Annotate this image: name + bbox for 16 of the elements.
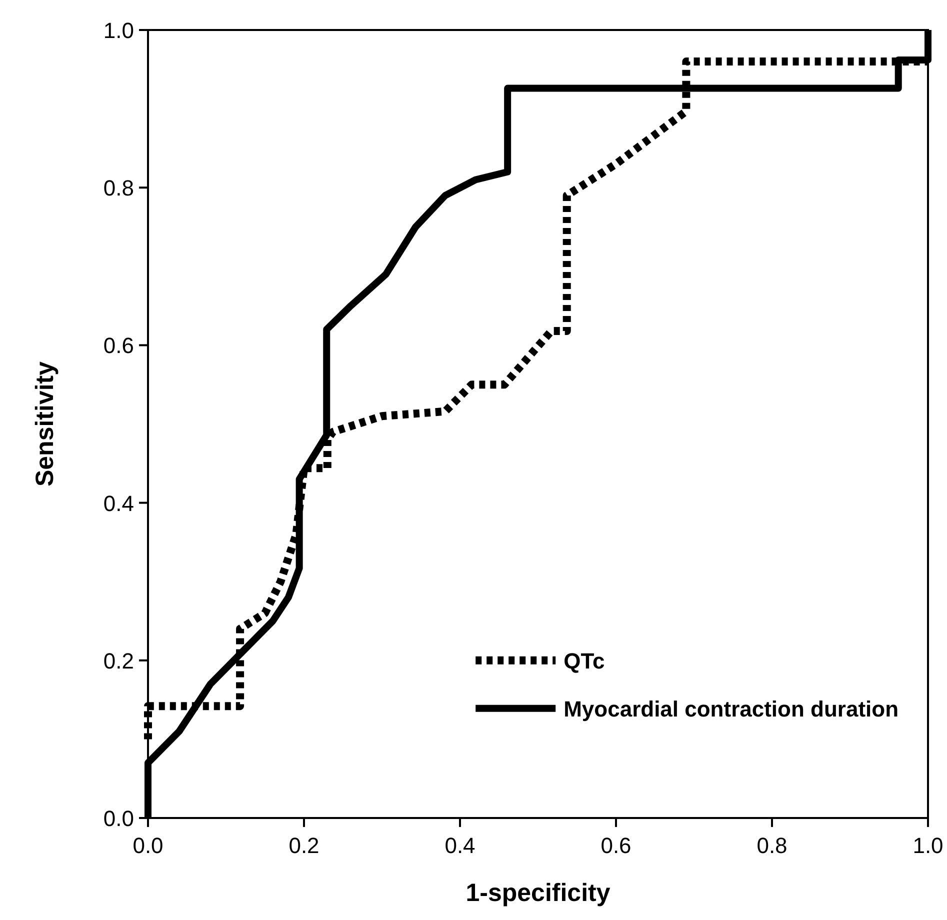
x-tick-label: 0.4 [444, 833, 476, 858]
y-tick-label: 0.0 [103, 806, 134, 831]
legend-label: Myocardial contraction duration [564, 696, 899, 722]
legend-label: QTc [564, 648, 605, 674]
y-axis-title: Sensitivity [31, 361, 59, 487]
x-tick-label: 1.0 [912, 833, 944, 858]
x-axis-title: 1-specificity [466, 879, 610, 907]
y-tick-label: 0.8 [103, 176, 134, 201]
y-tick-label: 0.4 [103, 490, 134, 516]
y-tick-label: 0.2 [103, 648, 134, 674]
x-tick-label: 0.6 [600, 833, 632, 858]
y-tick-label: 0.6 [103, 333, 134, 358]
x-tick-label: 0.0 [132, 833, 164, 858]
x-tick-label: 0.2 [288, 833, 320, 858]
x-tick-label: 0.8 [756, 833, 788, 858]
y-tick-label: 1.0 [103, 18, 134, 43]
